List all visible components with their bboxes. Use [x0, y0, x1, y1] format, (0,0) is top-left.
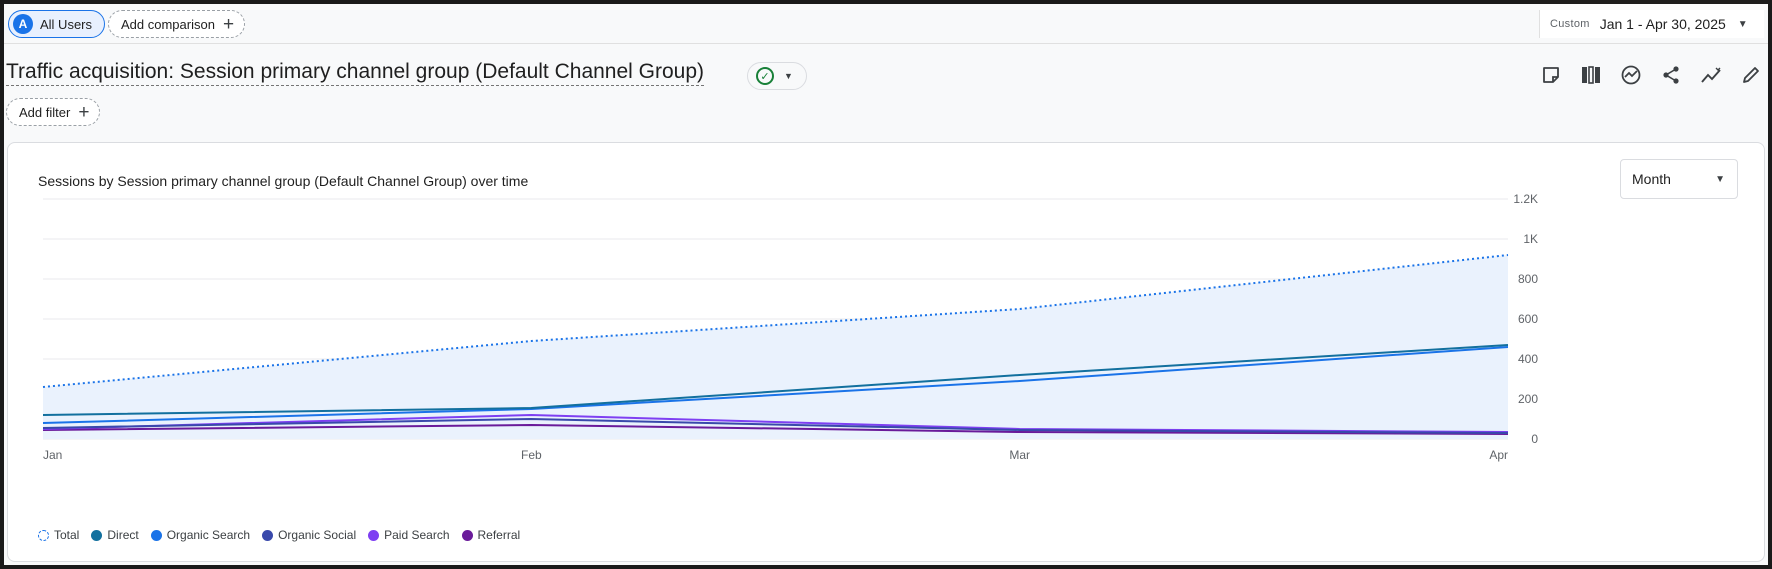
chart-card: Sessions by Session primary channel grou…: [7, 142, 1765, 562]
series-line-paid-search: [42, 413, 1509, 433]
check-circle-icon: ✓: [756, 67, 774, 85]
compare-columns-icon[interactable]: [1578, 62, 1604, 88]
x-tick-label: Feb: [521, 448, 542, 462]
add-filter-label: Add filter: [19, 104, 71, 120]
period-select[interactable]: Month ▼: [1620, 159, 1738, 199]
add-filter-button[interactable]: Add filter +: [6, 98, 101, 126]
chevron-down-icon: ▼: [1737, 18, 1748, 30]
date-range-picker[interactable]: Custom Jan 1 - Apr 30, 2025 ▼: [1539, 10, 1764, 38]
legend-label: Direct: [107, 528, 139, 542]
report-status-dropdown[interactable]: ✓ ▼: [747, 62, 807, 90]
top-bar: A All Users Add comparison + Custom Jan …: [4, 4, 1768, 44]
page-title[interactable]: Traffic acquisition: Session primary cha…: [6, 60, 705, 86]
share-icon[interactable]: [1658, 62, 1684, 88]
chart-legend: Total Direct Organic Search Organic Social P…: [38, 528, 520, 542]
sessions-line-chart: 0 200 400 600 800 1K 1.2K Jan Feb Mar Apr: [42, 192, 1538, 462]
legend-label: Paid Search: [384, 528, 450, 542]
legend-label: Referral: [477, 528, 521, 542]
x-tick-label: Mar: [1009, 448, 1030, 462]
segment-avatar: A: [13, 14, 33, 34]
y-tick-label: 400: [1518, 352, 1538, 366]
edit-icon[interactable]: [1738, 62, 1764, 88]
x-tick-label: Apr: [1489, 448, 1508, 462]
period-value: Month: [1632, 171, 1671, 187]
notes-icon[interactable]: [1538, 62, 1564, 88]
y-tick-label: 200: [1518, 392, 1538, 406]
legend-item[interactable]: Total: [38, 528, 79, 542]
legend-swatch: [38, 529, 49, 541]
legend-swatch: [461, 529, 473, 541]
segment-chip-all-users[interactable]: A All Users: [8, 10, 106, 38]
series-line-direct: [42, 344, 1509, 416]
trend-icon[interactable]: [1698, 62, 1724, 88]
legend-label: Organic Social: [278, 528, 357, 542]
date-range-value: Jan 1 - Apr 30, 2025: [1599, 16, 1726, 32]
legend-item[interactable]: Direct: [91, 528, 139, 542]
legend-item[interactable]: Paid Search: [368, 528, 450, 542]
legend-label: Organic Search: [166, 528, 251, 542]
series-line-organic-social: [42, 417, 1509, 434]
add-comparison-label: Add comparison: [121, 16, 215, 32]
legend-swatch: [150, 529, 162, 541]
legend-item[interactable]: Referral: [461, 528, 521, 542]
series-line-organic-search: [42, 346, 1509, 424]
report-toolbar: [1538, 62, 1764, 88]
legend-item[interactable]: Organic Search: [150, 528, 251, 542]
segment-label: All Users: [40, 16, 93, 32]
plus-icon: +: [222, 13, 235, 35]
plus-icon: +: [78, 101, 90, 123]
app-frame: A All Users Add comparison + Custom Jan …: [4, 4, 1768, 565]
add-comparison-button[interactable]: Add comparison +: [108, 10, 246, 38]
legend-swatch: [368, 529, 380, 541]
total-area-fill: [43, 255, 1508, 439]
insights-icon[interactable]: [1618, 62, 1644, 88]
x-tick-label: Jan: [43, 448, 62, 462]
legend-swatch: [262, 529, 274, 541]
series-line-referral: [42, 423, 1509, 435]
y-tick-label: 1K: [1523, 232, 1538, 246]
caret-down-icon: ▼: [784, 71, 793, 81]
series-line-total: [42, 254, 1509, 388]
legend-label: Total: [54, 528, 80, 542]
y-tick-label: 0: [1531, 432, 1538, 446]
date-range-type: Custom: [1550, 18, 1590, 30]
y-tick-label: 1.2K: [1513, 192, 1538, 206]
chart-title: Sessions by Session primary channel grou…: [38, 173, 529, 189]
y-tick-label: 800: [1518, 272, 1538, 286]
y-tick-label: 600: [1518, 312, 1538, 326]
legend-item[interactable]: Organic Social: [262, 528, 356, 542]
legend-swatch: [91, 529, 103, 541]
caret-down-icon: ▼: [1715, 173, 1725, 185]
